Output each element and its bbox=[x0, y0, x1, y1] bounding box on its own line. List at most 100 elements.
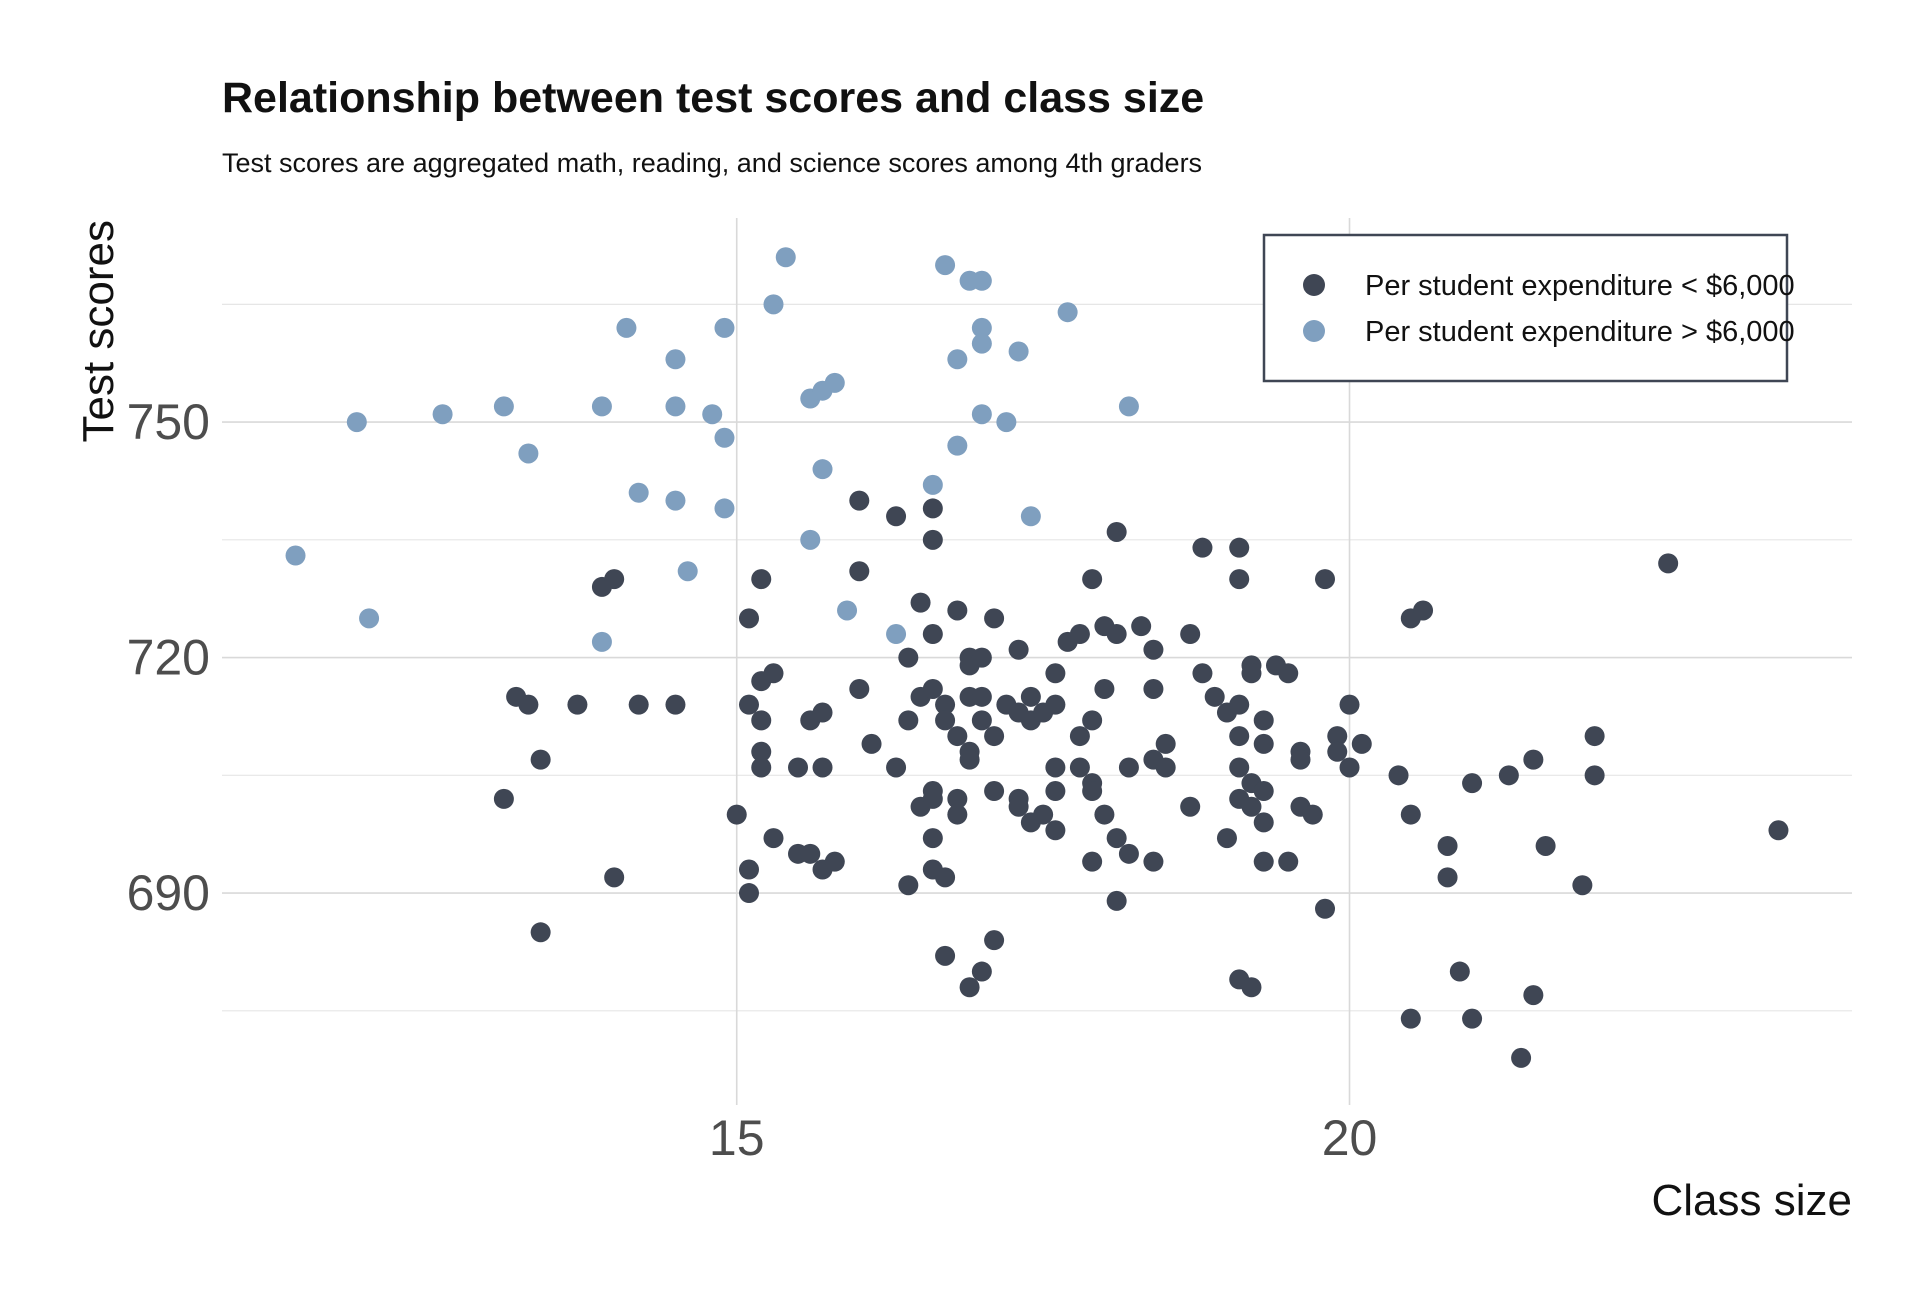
data-point bbox=[1253, 781, 1274, 802]
data-point bbox=[1094, 804, 1115, 825]
data-point bbox=[677, 561, 698, 582]
data-point bbox=[898, 875, 919, 896]
data-point bbox=[971, 404, 992, 425]
data-point bbox=[1658, 553, 1679, 574]
data-point bbox=[898, 710, 919, 731]
data-point bbox=[837, 600, 858, 621]
data-point bbox=[518, 443, 539, 464]
data-point bbox=[1045, 663, 1066, 684]
x-tick-label: 20 bbox=[1322, 1110, 1378, 1166]
data-point bbox=[971, 710, 992, 731]
data-point bbox=[665, 694, 686, 715]
data-point bbox=[1351, 733, 1372, 754]
data-point bbox=[1241, 663, 1262, 684]
data-point bbox=[763, 294, 784, 315]
legend-label-low-expenditure: Per student expenditure < $6,000 bbox=[1365, 270, 1795, 302]
data-point bbox=[1302, 804, 1323, 825]
data-point bbox=[812, 459, 833, 480]
data-point bbox=[1229, 569, 1250, 590]
legend: Per student expenditure < $6,000 Per stu… bbox=[1262, 233, 1795, 383]
data-point bbox=[1204, 686, 1225, 707]
data-point bbox=[1253, 733, 1274, 754]
data-point bbox=[886, 624, 907, 645]
data-point bbox=[702, 404, 723, 425]
data-point bbox=[849, 561, 870, 582]
data-point bbox=[1180, 796, 1201, 817]
data-point bbox=[1584, 726, 1605, 747]
data-point bbox=[1045, 781, 1066, 802]
data-point bbox=[935, 255, 956, 276]
data-point bbox=[922, 624, 943, 645]
data-point bbox=[800, 843, 821, 864]
data-point bbox=[935, 945, 956, 966]
data-point bbox=[812, 757, 833, 778]
data-point bbox=[984, 726, 1005, 747]
data-point bbox=[665, 396, 686, 417]
data-point bbox=[1462, 1008, 1483, 1029]
data-point bbox=[628, 694, 649, 715]
data-point bbox=[628, 482, 649, 503]
data-point bbox=[1020, 506, 1041, 527]
data-point bbox=[751, 757, 772, 778]
data-point bbox=[971, 333, 992, 354]
data-point bbox=[763, 828, 784, 849]
data-point bbox=[738, 883, 759, 904]
data-point bbox=[1400, 1008, 1421, 1029]
data-point bbox=[922, 498, 943, 519]
data-point bbox=[947, 349, 968, 370]
data-point bbox=[886, 506, 907, 527]
data-point bbox=[922, 788, 943, 809]
data-point bbox=[1033, 804, 1054, 825]
y-tick-label: 750 bbox=[127, 394, 210, 450]
data-point bbox=[1106, 828, 1127, 849]
data-point bbox=[1143, 678, 1164, 699]
data-point bbox=[922, 678, 943, 699]
data-point bbox=[1069, 757, 1090, 778]
data-point bbox=[591, 631, 612, 652]
data-point bbox=[1082, 851, 1103, 872]
data-point bbox=[1339, 694, 1360, 715]
data-point bbox=[984, 608, 1005, 629]
data-point bbox=[1241, 977, 1262, 998]
data-point bbox=[996, 412, 1017, 433]
data-point bbox=[1437, 867, 1458, 888]
data-point bbox=[714, 427, 735, 448]
data-point bbox=[1768, 820, 1789, 841]
data-point bbox=[812, 702, 833, 723]
data-point bbox=[922, 474, 943, 495]
data-point bbox=[493, 788, 514, 809]
data-point bbox=[518, 694, 539, 715]
data-point bbox=[1082, 710, 1103, 731]
data-point bbox=[1572, 875, 1593, 896]
data-point bbox=[726, 804, 747, 825]
legend-marker-low-expenditure bbox=[1303, 274, 1325, 296]
data-point bbox=[824, 372, 845, 393]
data-point bbox=[1106, 890, 1127, 911]
data-point bbox=[1498, 765, 1519, 786]
data-point bbox=[738, 694, 759, 715]
data-point bbox=[947, 600, 968, 621]
data-point bbox=[1020, 686, 1041, 707]
data-point bbox=[1278, 851, 1299, 872]
data-point bbox=[1584, 765, 1605, 786]
data-point bbox=[1449, 961, 1470, 982]
data-point bbox=[984, 930, 1005, 951]
data-point bbox=[1143, 851, 1164, 872]
data-point bbox=[763, 663, 784, 684]
data-point bbox=[1155, 757, 1176, 778]
data-point bbox=[898, 647, 919, 668]
data-point bbox=[1106, 624, 1127, 645]
data-point bbox=[1462, 773, 1483, 794]
data-point bbox=[751, 710, 772, 731]
data-point bbox=[1192, 537, 1213, 558]
legend-box bbox=[1262, 233, 1789, 383]
data-point bbox=[800, 529, 821, 550]
data-point bbox=[1327, 741, 1348, 762]
data-point bbox=[1339, 757, 1360, 778]
legend-marker-high-expenditure bbox=[1303, 320, 1325, 342]
y-tick-label: 690 bbox=[127, 865, 210, 921]
data-point bbox=[824, 851, 845, 872]
data-point bbox=[738, 608, 759, 629]
data-point bbox=[1253, 812, 1274, 833]
data-point bbox=[1082, 781, 1103, 802]
